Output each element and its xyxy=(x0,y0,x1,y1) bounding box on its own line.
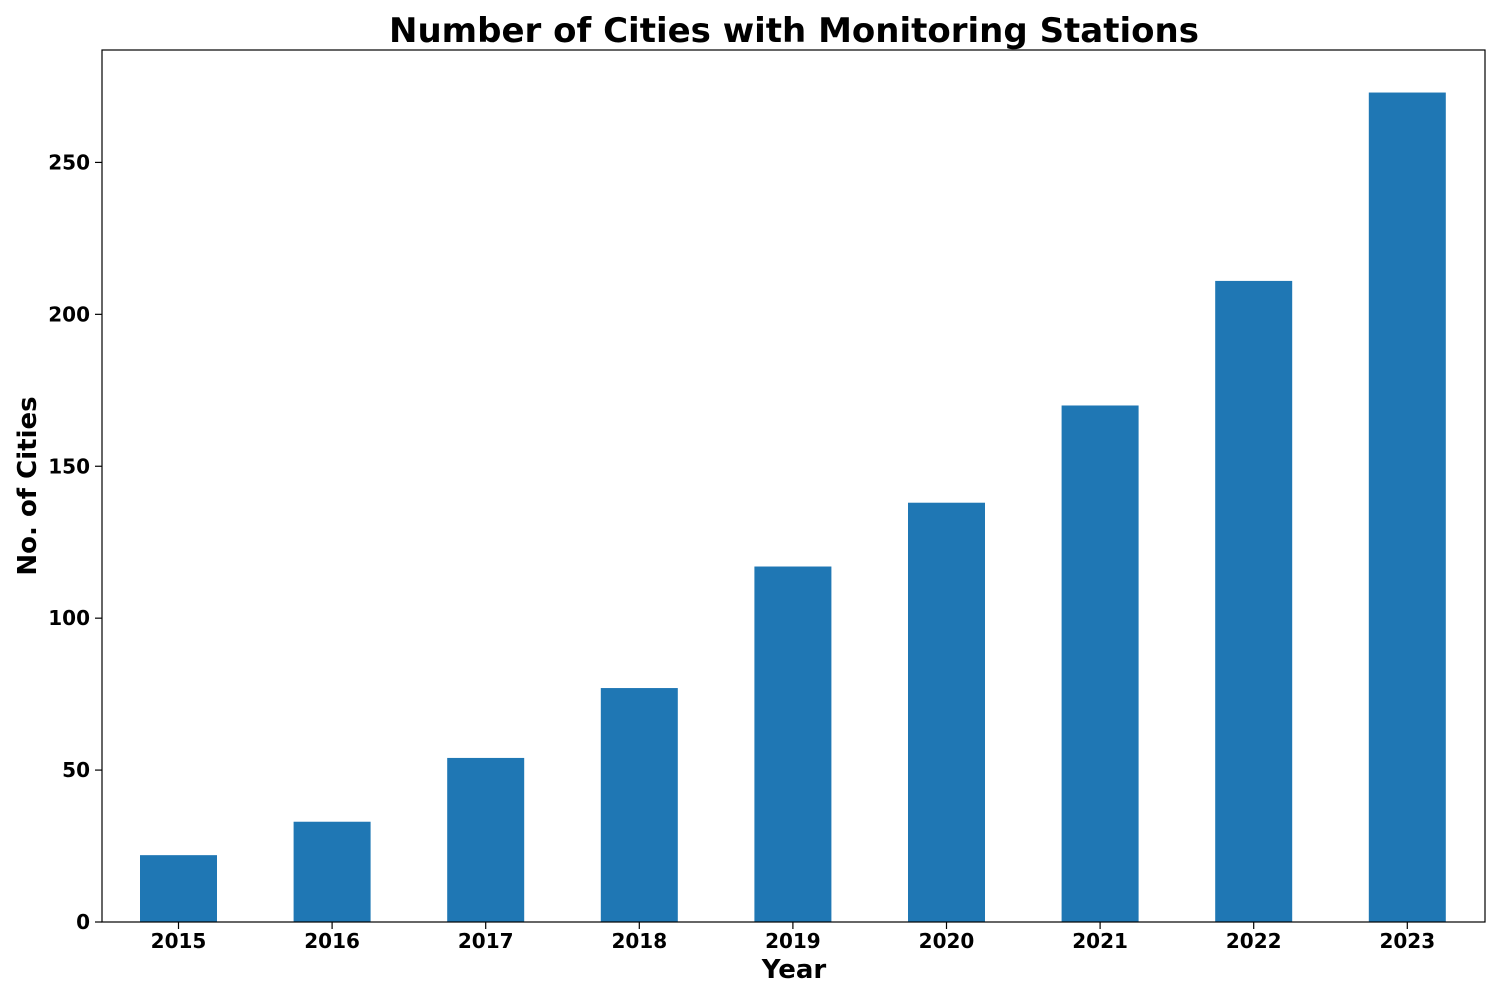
x-tick-label: 2021 xyxy=(1072,929,1128,953)
bar-2017 xyxy=(447,757,525,922)
y-tick-label: 0 xyxy=(76,910,90,934)
x-tick-label: 2022 xyxy=(1226,929,1282,953)
y-tick-label: 150 xyxy=(48,454,90,478)
x-tick-label: 2019 xyxy=(765,929,821,953)
bar-2023 xyxy=(1368,92,1446,923)
y-tick-label: 100 xyxy=(48,606,90,630)
bar-2018 xyxy=(600,688,678,922)
bar-2022 xyxy=(1215,280,1293,922)
bar-2019 xyxy=(754,566,832,922)
x-axis-label: Year xyxy=(761,955,827,985)
plot-frame xyxy=(101,49,1486,923)
x-axis: 2015 2016 2017 2018 2019 2020 2021 2022 2023 xyxy=(151,922,1435,953)
bar-2020 xyxy=(908,502,985,922)
x-tick-label: 2017 xyxy=(458,929,514,953)
y-axis: 0 50 100 150 200 250 xyxy=(48,150,102,934)
y-tick-label: 50 xyxy=(62,758,90,782)
bar-2016 xyxy=(293,821,371,922)
y-tick-label: 250 xyxy=(48,150,90,174)
y-axis-label: No. of Cities xyxy=(13,396,43,575)
bar-2015 xyxy=(140,855,217,922)
chart-title: Number of Cities with Monitoring Station… xyxy=(389,11,1199,51)
y-tick-label: 200 xyxy=(48,302,90,326)
x-tick-label: 2018 xyxy=(611,929,667,953)
bar-2021 xyxy=(1061,405,1139,922)
x-tick-label: 2020 xyxy=(919,929,975,953)
x-tick-label: 2016 xyxy=(304,929,360,953)
x-tick-label: 2023 xyxy=(1379,929,1435,953)
x-tick-label: 2015 xyxy=(151,929,207,953)
bars-group xyxy=(140,92,1446,923)
